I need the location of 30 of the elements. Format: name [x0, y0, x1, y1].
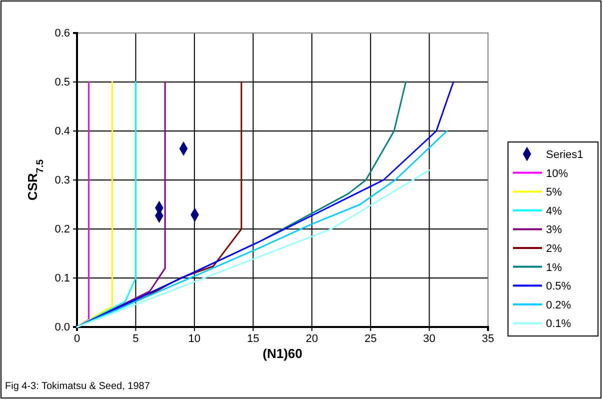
y-tick-label: 0.6	[54, 28, 70, 40]
legend-label: 1%	[546, 262, 562, 274]
line-series	[76, 130, 448, 328]
y-tick-label: 0.3	[54, 174, 70, 187]
y-tick-label: 0.2	[54, 224, 70, 236]
x-tick-label: 15	[247, 332, 260, 345]
caption: Fig 4-3: Tokimatsu & Seed, 1987	[5, 381, 150, 392]
legend-label: 3%	[546, 224, 562, 236]
line-series	[76, 169, 430, 328]
y-tick-label: 0.0	[54, 322, 70, 334]
legend-label: Series1	[546, 149, 584, 161]
legend-label: 4%	[546, 205, 562, 218]
legend-label: 0.1%	[546, 318, 572, 330]
x-tick-label: 35	[482, 332, 494, 345]
y-tick-label: 0.1	[54, 272, 70, 285]
x-tick-label: 5	[132, 332, 139, 345]
y-tick-label: 0.5	[54, 76, 70, 89]
x-tick-label: 0	[74, 332, 80, 345]
legend-label: 0.2%	[546, 299, 572, 312]
x-tick-label: 25	[364, 332, 377, 345]
x-axis-title: (N1)60	[262, 346, 302, 361]
legend-label: 0.5%	[546, 280, 572, 293]
line-series	[76, 81, 136, 328]
y-tick-label: 0.4	[54, 126, 70, 138]
x-tick-label: 10	[188, 332, 201, 345]
legend-label: 5%	[546, 186, 562, 199]
legend-label: 2%	[546, 243, 562, 255]
x-tick-label: 20	[306, 332, 318, 345]
x-tick-label: 30	[423, 332, 436, 345]
legend-label: 10%	[546, 168, 568, 180]
